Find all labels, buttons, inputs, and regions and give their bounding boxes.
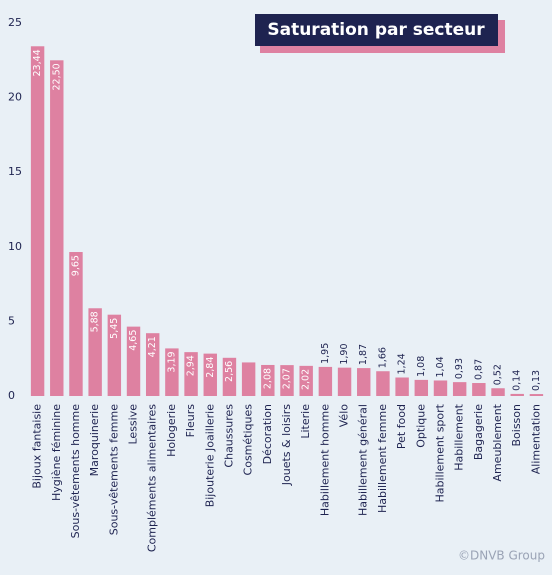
bar [69, 252, 83, 396]
bar [50, 60, 64, 397]
bar [472, 383, 486, 396]
value-label: 3,19 [166, 351, 177, 372]
bar [337, 367, 352, 396]
bar [88, 308, 102, 396]
value-label: 1,90 [339, 343, 350, 364]
value-label: 1,87 [358, 344, 369, 365]
value-label: 0,52 [493, 364, 504, 385]
x-tick-label: Boisson [510, 404, 523, 447]
value-label: 2,07 [282, 368, 293, 389]
x-tick-label: Maroquinerie [88, 404, 101, 477]
x-tick-label: Jouets & loisirs [280, 404, 293, 486]
bar [414, 379, 429, 396]
x-tick-label: Hologerie [165, 404, 178, 457]
value-label: 0,14 [512, 370, 523, 391]
value-label: 1,24 [397, 353, 408, 374]
value-label: 5,88 [90, 311, 101, 332]
bar [433, 380, 448, 396]
source: ©DNVB Group [458, 549, 545, 563]
x-tick-label: Bagagerie [472, 404, 485, 460]
bar [491, 388, 505, 396]
bar [280, 365, 294, 396]
x-tick-label: Bijouterie Joaillerie [203, 404, 216, 508]
bar [184, 352, 198, 396]
x-tick-label: Habillement sport [433, 403, 446, 502]
value-label: 23,44 [32, 49, 43, 76]
value-label: 1,08 [416, 356, 427, 377]
chart-title: Saturation par secteur [267, 20, 485, 40]
value-label: 4,21 [147, 336, 158, 357]
bar [203, 353, 217, 396]
value-label: 2,94 [186, 355, 197, 376]
bar [376, 371, 390, 396]
bar [30, 46, 45, 396]
value-label: 1,04 [435, 356, 446, 377]
x-tick-label: Chaussures [222, 404, 235, 468]
bar [395, 377, 409, 396]
bar [222, 357, 237, 396]
x-tick-label: Habillement [453, 403, 466, 470]
x-tick-label: Habillement femme [376, 404, 389, 513]
value-label: 4,65 [128, 330, 139, 351]
bar [529, 394, 544, 396]
x-tick-label: Bijoux fantaisie [31, 404, 44, 489]
y-tick-label: 15 [8, 165, 22, 178]
bar [299, 365, 313, 396]
y-tick-label: 10 [8, 240, 22, 253]
x-tick-label: Sous-vêtements femme [107, 404, 120, 536]
x-tick-label: Pet food [395, 404, 408, 449]
y-tick-label: 5 [8, 314, 15, 327]
value-label: 5,45 [109, 318, 120, 339]
y-tick-label: 25 [8, 16, 22, 29]
x-tick-label: Hygiène féminine [50, 404, 63, 501]
bar [510, 393, 524, 396]
value-label: 0,87 [473, 359, 484, 380]
bar [145, 333, 160, 396]
x-tick-label: Lessive [127, 404, 140, 445]
x-tick-label: Optique [414, 404, 427, 448]
value-label: 0,13 [531, 370, 542, 391]
bar [107, 314, 122, 396]
x-tick-label: Compléments alimentaires [146, 404, 159, 552]
value-label: 1,95 [320, 343, 331, 364]
value-label: 22,50 [51, 63, 62, 90]
x-tick-label: Fleurs [184, 404, 197, 438]
x-tick-label: Sous-vêtements homme [69, 404, 82, 539]
bar [126, 326, 141, 396]
bar [357, 368, 371, 396]
title-box [255, 14, 498, 46]
bar [241, 362, 256, 396]
x-tick-label: Habillement homme [318, 404, 331, 516]
y-tick-label: 20 [8, 91, 22, 104]
value-label: 2,84 [205, 357, 216, 378]
value-label: 0,93 [454, 358, 465, 379]
x-tick-label: Vélo [338, 404, 351, 427]
y-tick-label: 0 [8, 389, 15, 402]
value-label: 9,65 [70, 255, 81, 276]
value-label: 2,56 [224, 361, 235, 382]
x-tick-label: Habillement général [357, 404, 370, 516]
x-tick-label: Alimentation [529, 404, 542, 474]
x-tick-label: Literie [299, 404, 312, 439]
bar [165, 348, 179, 396]
x-tick-label: Ameublement [491, 403, 504, 481]
bar [452, 382, 467, 396]
value-label: 2,02 [301, 369, 312, 390]
value-label: 2,08 [262, 368, 273, 389]
x-tick-label: Décoration [261, 404, 274, 464]
bar [318, 366, 333, 396]
value-label: 1,66 [377, 347, 388, 368]
bar [261, 364, 275, 396]
x-tick-label: Cosmétiques [242, 404, 255, 476]
